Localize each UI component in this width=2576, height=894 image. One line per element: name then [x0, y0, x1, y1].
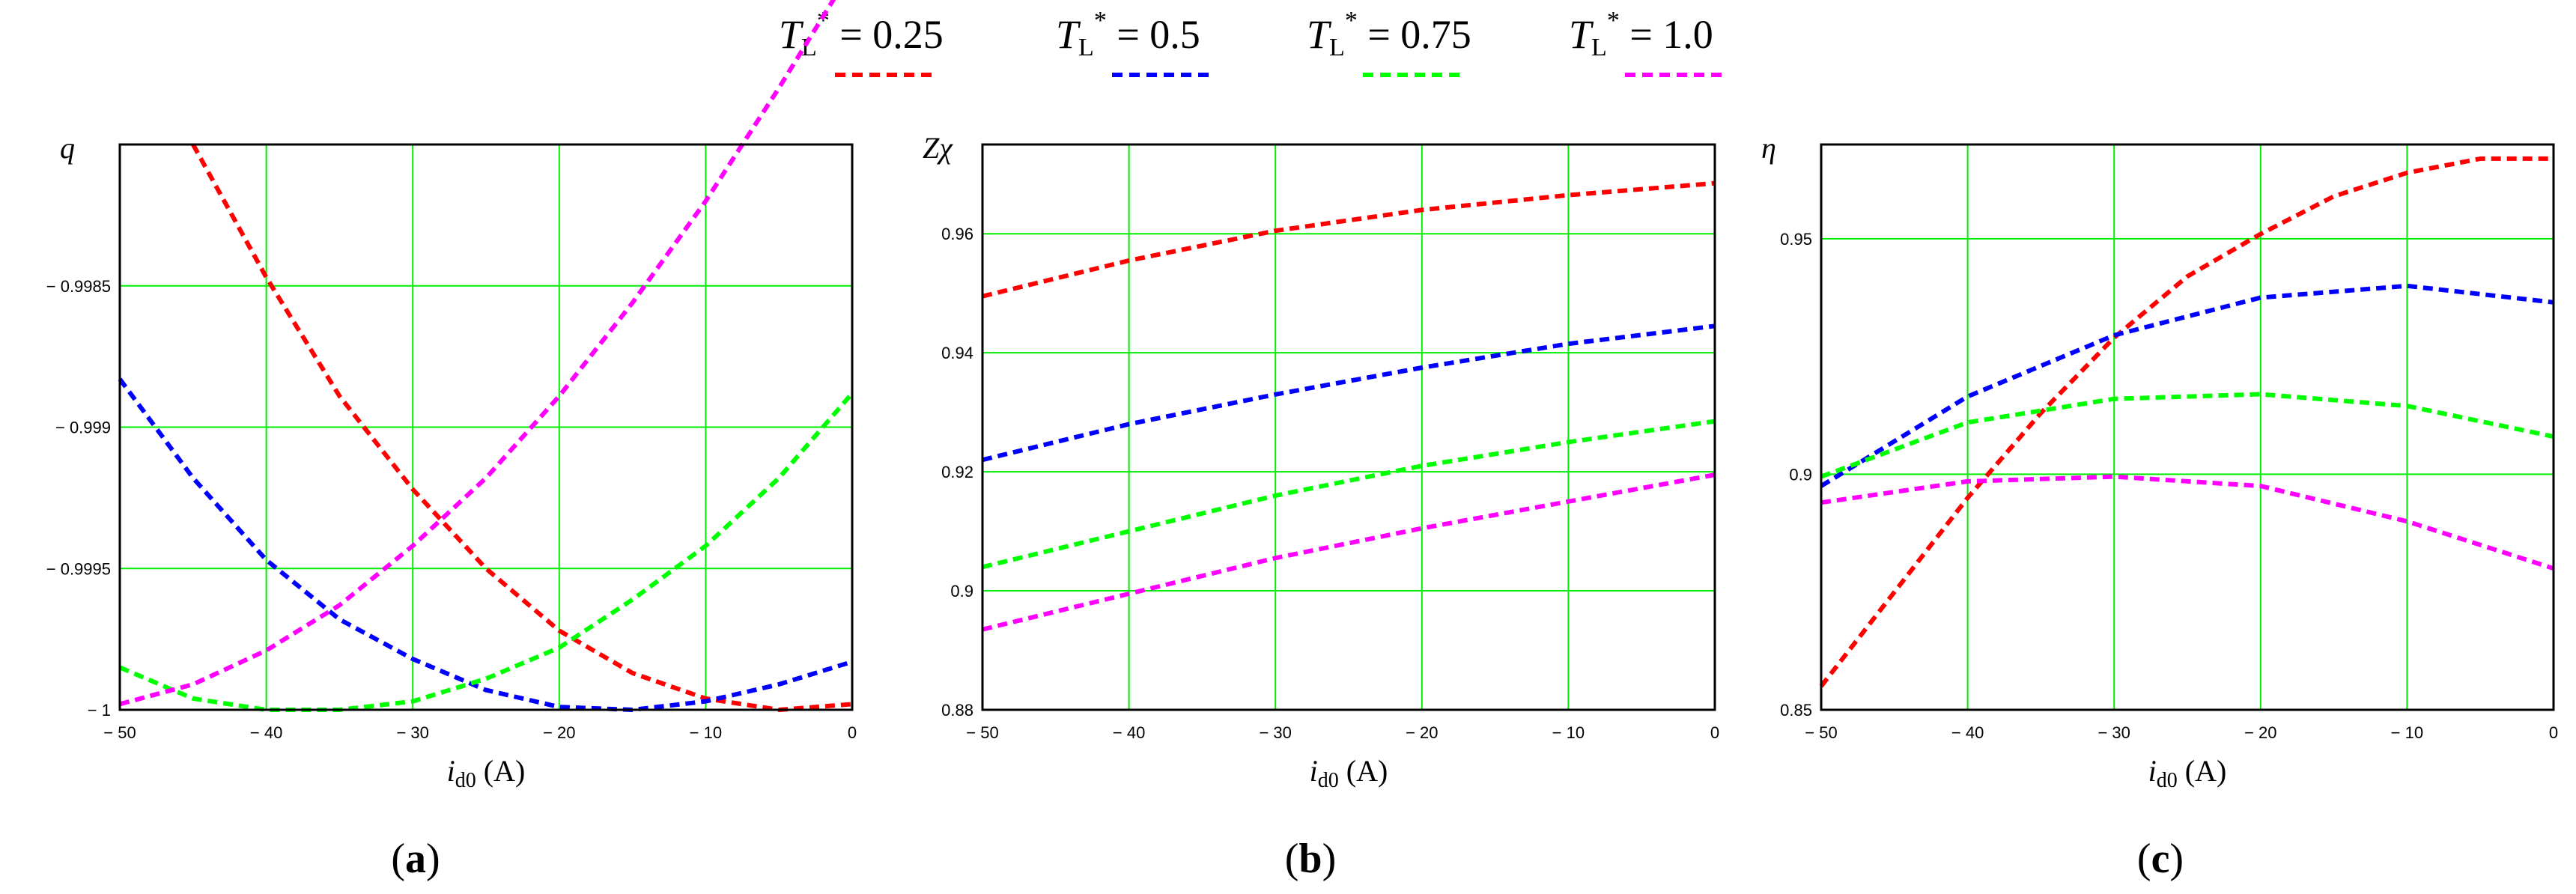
x-axis-label: id0 (A) — [2148, 754, 2227, 792]
y-tick-label: − 1 — [88, 701, 111, 720]
x-tick-label: − 50 — [103, 723, 136, 742]
series-line — [1820, 392, 2554, 479]
y-tick-label: 0.88 — [941, 701, 973, 720]
x-tick-label: − 20 — [1406, 723, 1438, 742]
legend-label: TL* = 0.75 — [1307, 7, 1471, 61]
legend-entry: TL* = 0.5 — [1056, 7, 1213, 77]
y-tick-label: − 0.9995 — [46, 559, 111, 578]
y-tick-label: 0.9 — [1789, 465, 1812, 484]
y-axis-label: Zχ — [923, 131, 953, 165]
chart-panel: − 50 − 40 − 30 − 20 − 10 0 − 1 − 0.9995 − 0.999 −… — [46, 0, 857, 882]
series-line — [982, 323, 1716, 463]
series-line — [982, 180, 1716, 299]
y-axis-label: q — [60, 131, 75, 165]
y-tick-label: − 0.999 — [55, 419, 111, 437]
legend-entry: TL* = 0.75 — [1307, 7, 1471, 77]
x-tick-label: − 40 — [250, 723, 282, 742]
y-tick-label: − 0.9985 — [46, 277, 111, 296]
y-tick-label: 0.92 — [941, 463, 973, 481]
x-tick-label: 0 — [1710, 723, 1719, 742]
series-line — [119, 0, 836, 707]
x-tick-label: − 20 — [543, 723, 575, 742]
y-axis-label: η — [1761, 131, 1776, 165]
series-line — [1820, 283, 2554, 488]
y-tick-label: 0.95 — [1780, 230, 1812, 249]
plot-frame — [981, 143, 1716, 711]
series-line — [1820, 474, 2554, 571]
legend-label: TL* = 0.5 — [1056, 7, 1200, 61]
x-tick-label: 0 — [2549, 723, 2558, 742]
x-tick-label: − 30 — [396, 723, 428, 742]
legend-entry: TL* = 1.0 — [1569, 7, 1726, 77]
plot-frame — [1820, 143, 2555, 711]
x-tick-label: 0 — [848, 723, 857, 742]
plot-frame — [118, 143, 854, 711]
legend: TL* = 0.25 TL* = 0.5 TL* = 0.75 TL* = 1.0 — [779, 7, 1726, 77]
series-line — [1819, 156, 2554, 688]
x-tick-label: − 20 — [2244, 723, 2276, 742]
chart-panel: − 50 − 40 − 30 − 20 − 10 0 0.88 0.9 0.92 0.94 0.96… — [923, 131, 1719, 882]
x-axis-label: id0 (A) — [1310, 754, 1388, 792]
x-tick-label: − 10 — [2391, 723, 2423, 742]
y-tick-label: 0.9 — [950, 582, 973, 600]
x-tick-label: − 10 — [690, 723, 722, 742]
x-tick-label: − 40 — [1951, 723, 1984, 742]
panel-label: (a) — [391, 836, 440, 882]
series-line — [118, 377, 853, 712]
y-tick-label: 0.94 — [941, 344, 973, 362]
legend-label: TL* = 1.0 — [1569, 7, 1713, 61]
y-tick-label: 0.96 — [941, 225, 973, 243]
series-line — [982, 472, 1716, 632]
x-tick-label: − 50 — [966, 723, 998, 742]
x-tick-label: − 40 — [1113, 723, 1145, 742]
panel-label: (c) — [2137, 836, 2184, 882]
x-tick-label: − 50 — [1805, 723, 1837, 742]
panel-label: (b) — [1285, 836, 1336, 882]
series-line — [191, 143, 853, 712]
x-tick-label: − 10 — [1552, 723, 1585, 742]
x-tick-label: − 30 — [2097, 723, 2130, 742]
x-axis-label: id0 (A) — [447, 754, 526, 792]
y-tick-label: 0.85 — [1780, 701, 1812, 720]
chart-panel: − 50 − 40 − 30 − 20 − 10 0 0.85 0.9 0.95 η id0 (A)… — [1761, 131, 2558, 882]
x-tick-label: − 30 — [1259, 723, 1291, 742]
series-line — [118, 392, 854, 712]
